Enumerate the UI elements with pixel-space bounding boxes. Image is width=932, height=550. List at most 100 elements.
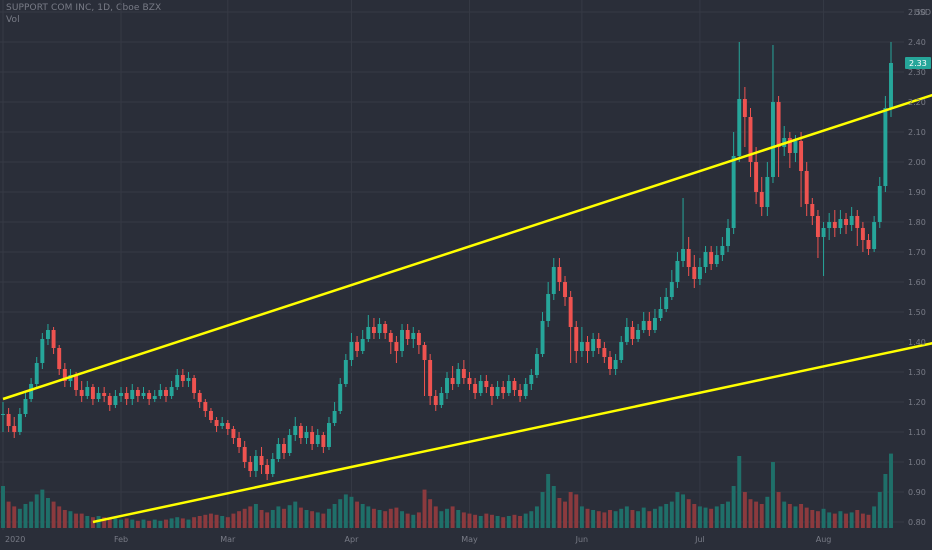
- candle-body: [405, 330, 410, 339]
- candle-body: [34, 363, 39, 384]
- candle: [113, 390, 118, 408]
- candle: [473, 378, 478, 399]
- volume-bar: [534, 506, 539, 528]
- candle-body: [366, 327, 371, 339]
- candle: [579, 327, 584, 357]
- candle: [164, 387, 168, 402]
- volume-bar: [45, 498, 50, 528]
- volume-bar: [304, 510, 309, 528]
- candle: [439, 387, 444, 408]
- candle: [815, 210, 820, 258]
- volume-bar: [310, 511, 315, 528]
- x-tick-label: Jun: [575, 535, 589, 544]
- candle-body: [321, 435, 326, 447]
- candle-body: [6, 414, 11, 426]
- volume-bar: [489, 514, 494, 528]
- volume-bar: [1, 486, 5, 528]
- volume-bar: [720, 504, 725, 528]
- candle: [371, 318, 376, 339]
- candle-body: [90, 387, 95, 399]
- candle: [551, 258, 556, 300]
- volume-bar: [405, 513, 410, 528]
- candle-body: [29, 384, 34, 399]
- volume-bar: [422, 489, 427, 528]
- volume-bar: [287, 505, 292, 528]
- x-tick-label: Aug: [816, 535, 832, 544]
- volume-bar: [765, 496, 770, 528]
- candle-body: [771, 102, 775, 177]
- volume-bar: [152, 519, 157, 528]
- candle-body: [175, 375, 180, 387]
- y-tick-label: 1.10: [908, 428, 926, 437]
- volume-bar: [658, 506, 663, 528]
- time-axis[interactable]: 2020FebMarAprMayJunJulAugSepOct19: [5, 535, 932, 544]
- volume-bar: [849, 512, 854, 528]
- volume-bar: [203, 514, 208, 528]
- candle-body: [585, 342, 590, 351]
- trendline-1: [92, 342, 932, 524]
- candle-body: [304, 432, 309, 438]
- x-tick-label: Mar: [220, 535, 236, 544]
- candle: [433, 390, 438, 411]
- volume-bar: [12, 506, 17, 528]
- candle: [355, 336, 360, 357]
- volume-bar: [383, 511, 388, 528]
- volume-bar: [585, 508, 590, 528]
- candle-body: [220, 423, 225, 426]
- candle: [119, 387, 123, 402]
- volume-bar: [546, 474, 551, 528]
- y-tick-label: 2.00: [908, 158, 926, 167]
- y-tick-label: 1.50: [908, 308, 926, 317]
- candle: [877, 177, 882, 228]
- volume-bar: [265, 512, 270, 528]
- candle: [641, 312, 646, 333]
- candle-body: [658, 309, 663, 318]
- candle: [709, 246, 714, 270]
- candle: [225, 420, 230, 435]
- volume-bar: [495, 516, 500, 528]
- candle-body: [237, 438, 242, 447]
- candle: [787, 132, 792, 168]
- candle-body: [534, 354, 539, 375]
- volume-bar: [624, 506, 629, 528]
- volume-bar: [742, 492, 747, 528]
- candle: [45, 324, 50, 345]
- volume-bar: [34, 494, 39, 528]
- x-tick-label: Apr: [345, 535, 360, 544]
- candle-body: [664, 297, 669, 309]
- y-tick-label: 2.20: [908, 98, 926, 107]
- candle: [557, 258, 562, 291]
- candle: [748, 108, 753, 177]
- trendlines: [2, 93, 932, 524]
- candle-body: [147, 393, 152, 399]
- volume-bar: [90, 517, 95, 528]
- candle: [107, 393, 112, 411]
- candle: [197, 390, 202, 408]
- volume-bar: [23, 504, 28, 528]
- volume-bar: [692, 504, 697, 528]
- candle: [51, 327, 56, 354]
- candle-body: [709, 252, 714, 264]
- volume-bar: [450, 506, 455, 528]
- volume-bar: [327, 508, 331, 528]
- candle-body: [265, 465, 270, 474]
- grid-lines: [0, 0, 904, 530]
- candle-body: [579, 342, 584, 351]
- candle-body: [96, 393, 101, 399]
- candle-body: [613, 360, 618, 369]
- volume-bar: [456, 510, 461, 528]
- volume-bar: [298, 507, 303, 528]
- candle: [872, 216, 877, 252]
- volume-bar: [855, 510, 860, 528]
- candle-body: [675, 261, 680, 282]
- candle-body: [214, 420, 219, 426]
- candle: [529, 369, 534, 390]
- candle: [461, 360, 466, 384]
- candle-body: [282, 444, 286, 453]
- candle-body: [799, 141, 804, 171]
- volume-bar: [51, 501, 56, 528]
- volume-bar: [771, 462, 775, 528]
- candle-body: [242, 447, 247, 462]
